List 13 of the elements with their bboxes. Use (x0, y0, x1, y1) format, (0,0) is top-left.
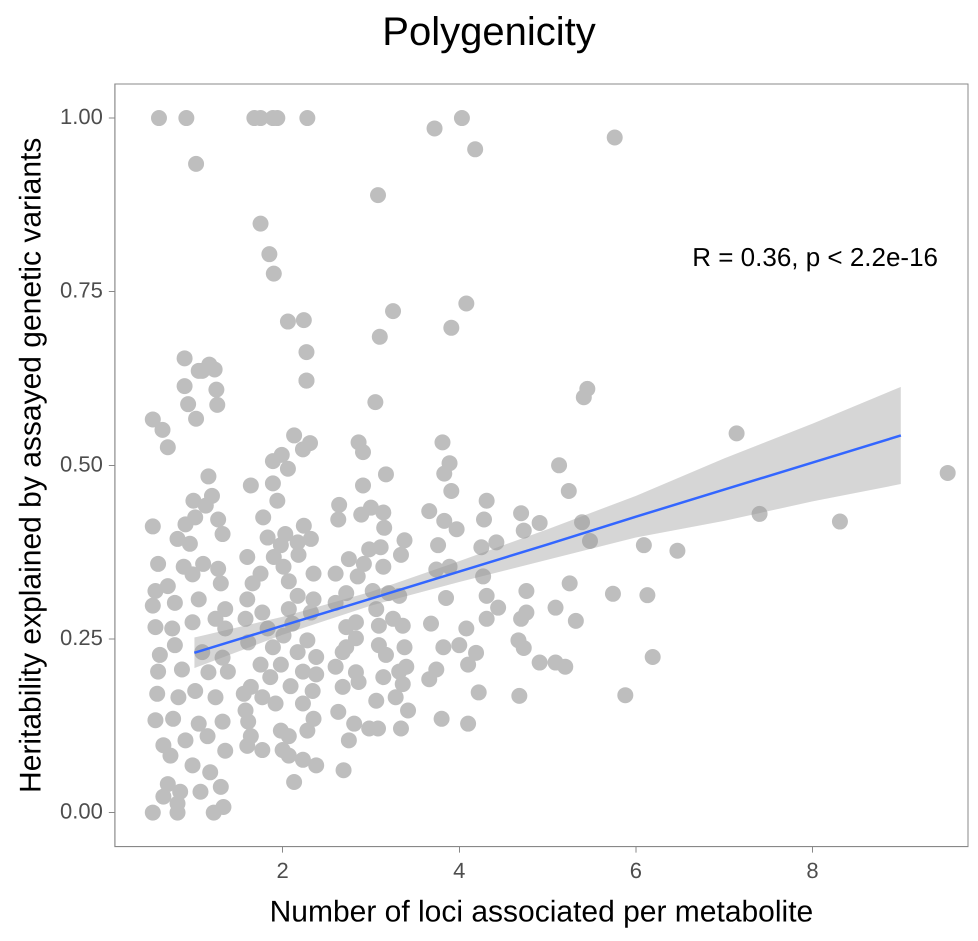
x-tick-label: 4 (453, 858, 466, 883)
x-tick-label: 6 (630, 858, 642, 883)
y-tick-label: 0.00 (60, 798, 103, 824)
y-tick-label: 0.75 (60, 278, 103, 303)
y-tick-label: 1.00 (60, 104, 103, 130)
x-tick-label: 8 (806, 858, 819, 883)
x-tick-label: 2 (276, 858, 289, 883)
x-axis-title: Number of loci associated per metabolite (270, 895, 814, 928)
annotation: R = 0.36, p < 2.2e-16 (692, 242, 938, 272)
chart-title: Polygenicity (382, 10, 596, 54)
y-tick-label: 0.25 (60, 624, 103, 650)
y-tick-label: 0.50 (60, 451, 103, 476)
y-axis-title: Heritability explained by assayed genetic variants (14, 138, 48, 793)
